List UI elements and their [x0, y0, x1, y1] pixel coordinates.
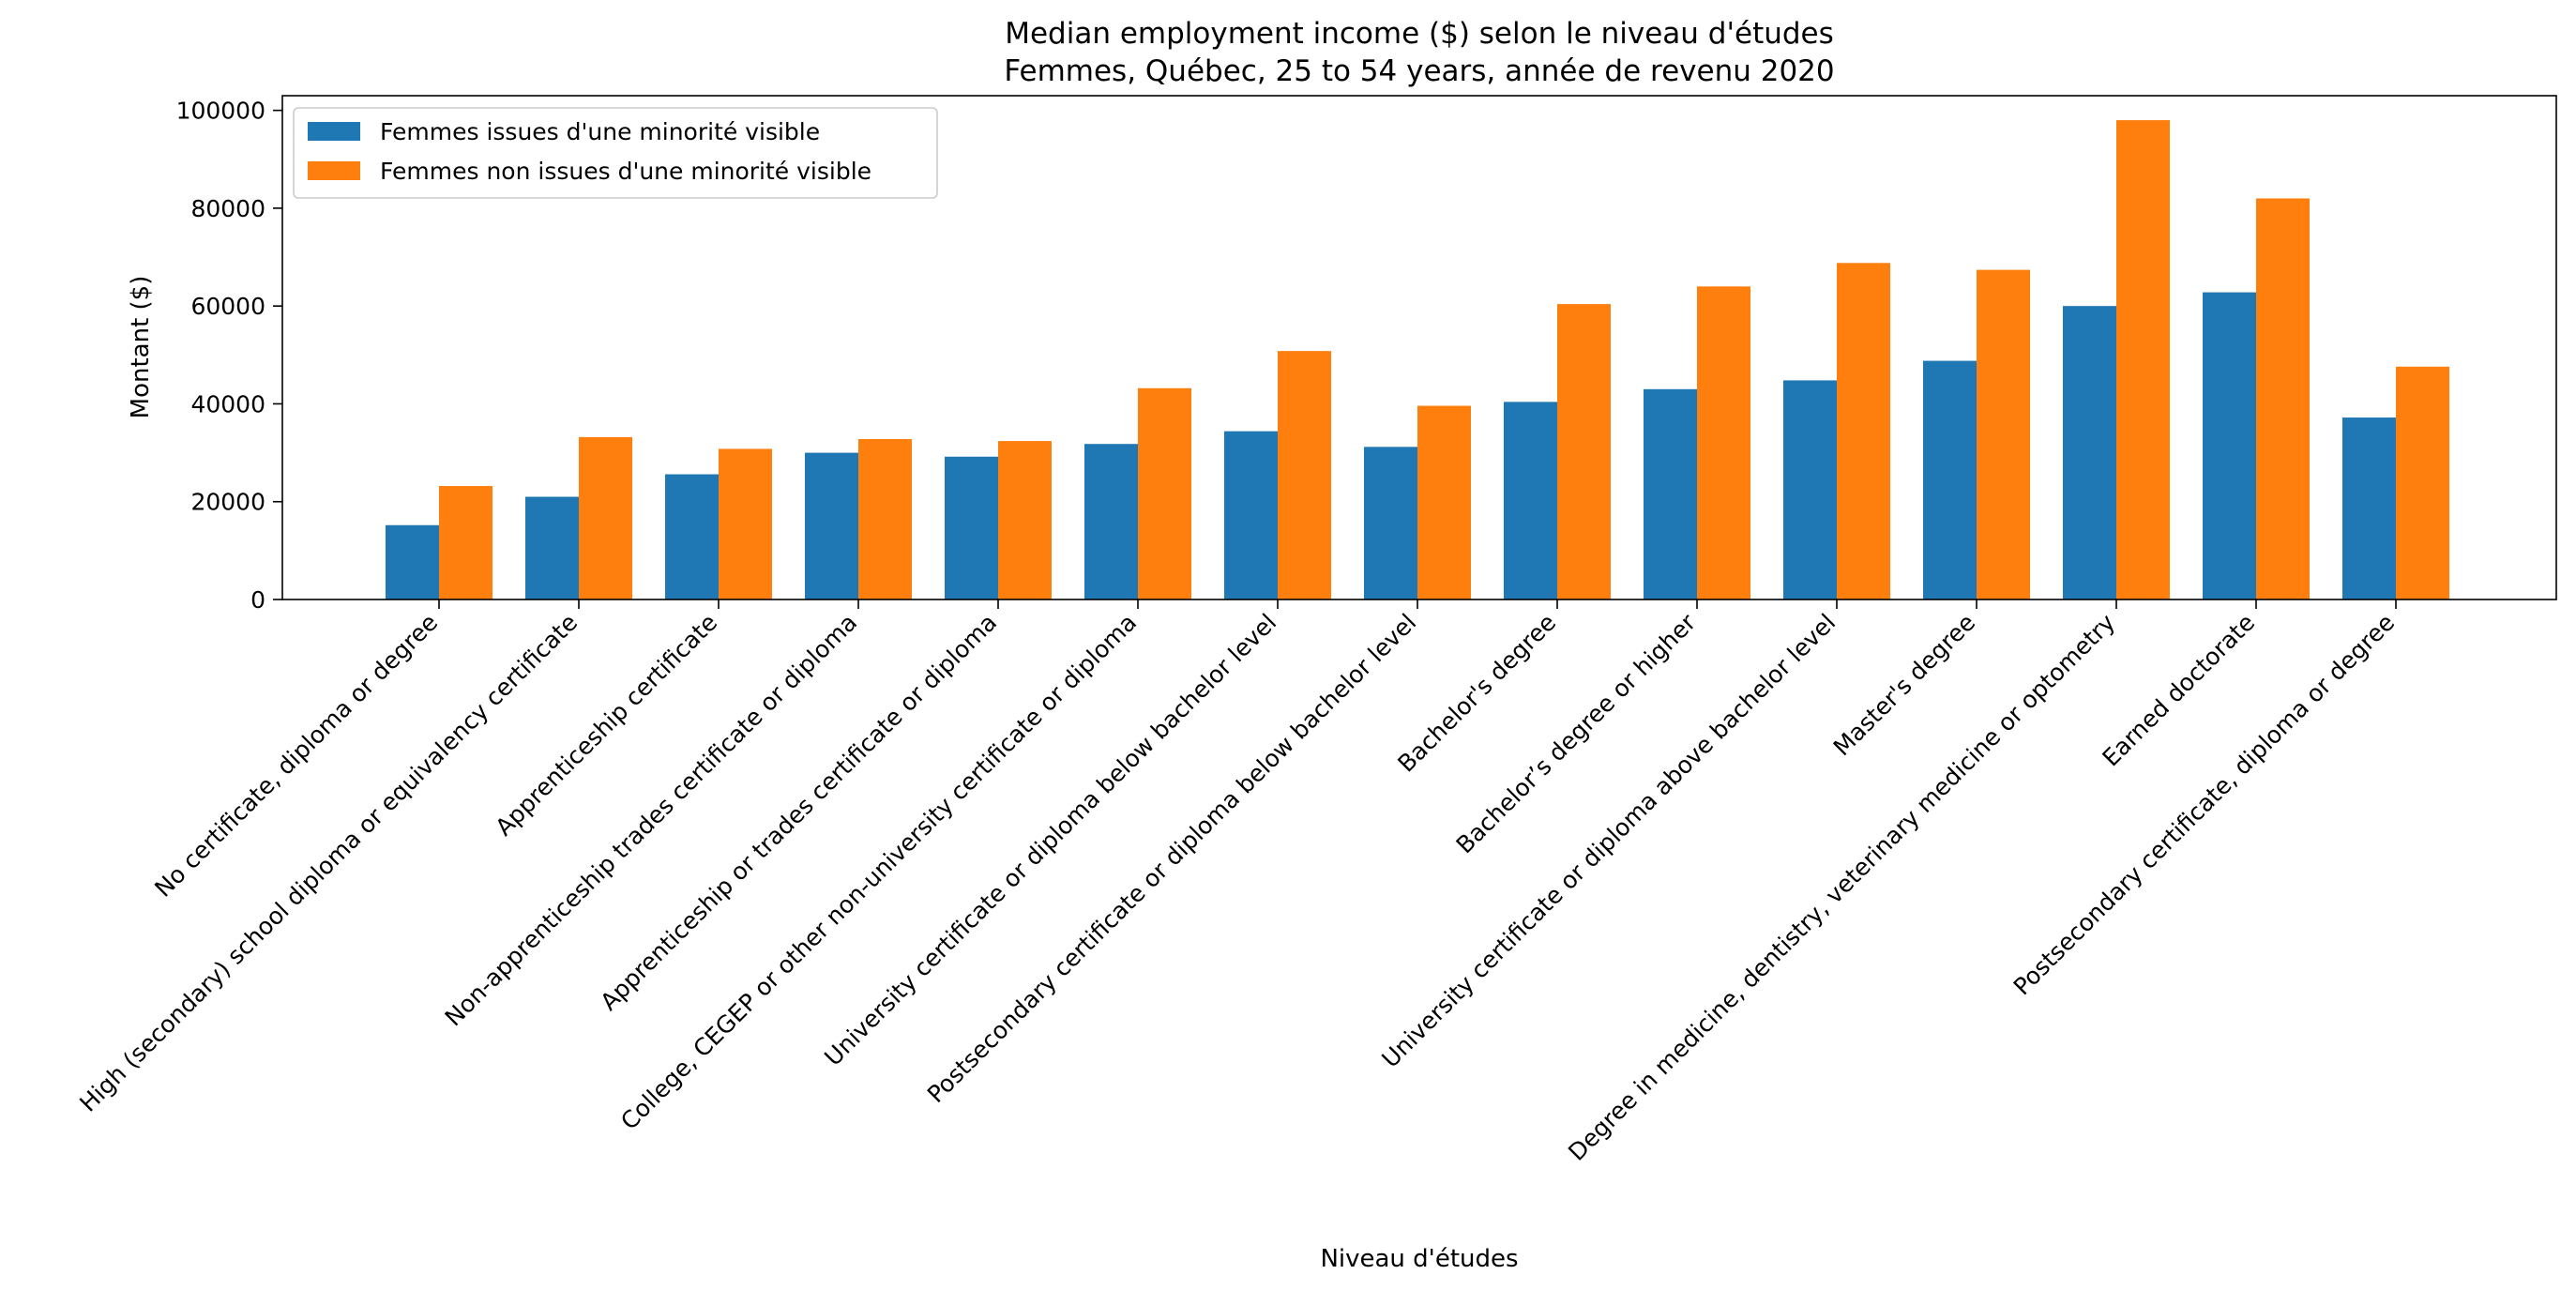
legend-label-not-visible-minority: Femmes non issues d'une minorité visible	[380, 158, 871, 185]
bar-not-visible-minority-1	[579, 436, 632, 599]
bar-not-visible-minority-7	[1417, 405, 1471, 599]
bar-visible-minority-6	[1224, 431, 1278, 599]
bar-not-visible-minority-6	[1278, 351, 1331, 599]
bar-visible-minority-11	[1923, 360, 1977, 599]
y-tick-label: 60000	[190, 293, 265, 320]
bar-visible-minority-10	[1783, 380, 1837, 599]
bar-not-visible-minority-11	[1977, 269, 2030, 599]
bar-visible-minority-5	[1084, 444, 1138, 599]
bar-visible-minority-0	[386, 524, 439, 599]
bar-visible-minority-1	[525, 496, 579, 599]
legend-swatch-not-visible-minority	[308, 161, 360, 180]
x-tick-label: Bachelor's degree	[1392, 609, 1561, 778]
bar-visible-minority-13	[2203, 292, 2256, 599]
legend: Femmes issues d'une minorité visible Fem…	[293, 107, 938, 199]
bar-not-visible-minority-0	[439, 486, 492, 599]
x-tick-label: Degree in medicine, dentistry, veterinar…	[1563, 609, 2120, 1166]
x-tick-label: Bachelor’s degree or higher	[1451, 608, 1702, 858]
bar-visible-minority-12	[2063, 306, 2116, 599]
x-tick-label: College, CEGEP or other non-university c…	[615, 609, 1142, 1135]
legend-label-visible-minority: Femmes issues d'une minorité visible	[380, 118, 820, 145]
y-tick-label: 100000	[176, 98, 265, 125]
y-tick-label: 0	[250, 586, 265, 614]
bar-visible-minority-8	[1504, 402, 1557, 599]
x-tick-label: Apprenticeship certificate	[490, 609, 722, 842]
bar-visible-minority-9	[1644, 388, 1697, 599]
bar-visible-minority-2	[665, 474, 719, 599]
plot-frame	[281, 95, 2557, 600]
x-tick-label: No certificate, diploma or degree	[149, 609, 443, 903]
x-tick-label: High (secondary) school diploma or equiv…	[74, 609, 583, 1117]
bar-visible-minority-4	[945, 456, 998, 599]
x-tick-label: University certificate or diploma below …	[819, 609, 1281, 1071]
bar-not-visible-minority-14	[2396, 366, 2449, 599]
bar-not-visible-minority-9	[1697, 286, 1750, 599]
bar-visible-minority-7	[1364, 447, 1417, 599]
chart-subtitle: Femmes, Québec, 25 to 54 years, année de…	[1004, 54, 1834, 88]
chart-title: Median employment income ($) selon le ni…	[1005, 17, 1834, 51]
legend-frame	[293, 107, 938, 199]
y-axis: 0 20000 40000 60000 80000 100000	[176, 98, 282, 614]
x-axis-label: Niveau d'études	[1320, 1245, 1518, 1273]
x-tick-label: Earned doctorate	[2097, 609, 2260, 772]
bar-not-visible-minority-2	[719, 448, 772, 599]
y-tick-label: 20000	[190, 489, 265, 516]
y-tick-label: 40000	[190, 390, 265, 417]
bar-visible-minority-14	[2342, 417, 2396, 599]
x-tick-label: University certificate or diploma above …	[1376, 609, 1841, 1073]
bar-not-visible-minority-12	[2116, 120, 2170, 599]
bar-visible-minority-3	[805, 452, 858, 599]
legend-swatch-visible-minority	[308, 122, 360, 141]
y-tick-label: 80000	[190, 195, 265, 222]
bar-not-visible-minority-3	[858, 438, 912, 599]
y-axis-label: Montant ($)	[127, 276, 155, 419]
bar-not-visible-minority-8	[1557, 304, 1611, 599]
bar-not-visible-minority-10	[1837, 263, 1890, 599]
bar-not-visible-minority-4	[998, 441, 1052, 599]
bar-not-visible-minority-13	[2256, 198, 2310, 599]
x-tick-label: Master's degree	[1828, 609, 1981, 762]
bar-not-visible-minority-5	[1138, 387, 1191, 599]
bars-group	[386, 120, 2449, 599]
x-tick-label: Postsecondary certificate or diploma bel…	[922, 609, 1421, 1108]
